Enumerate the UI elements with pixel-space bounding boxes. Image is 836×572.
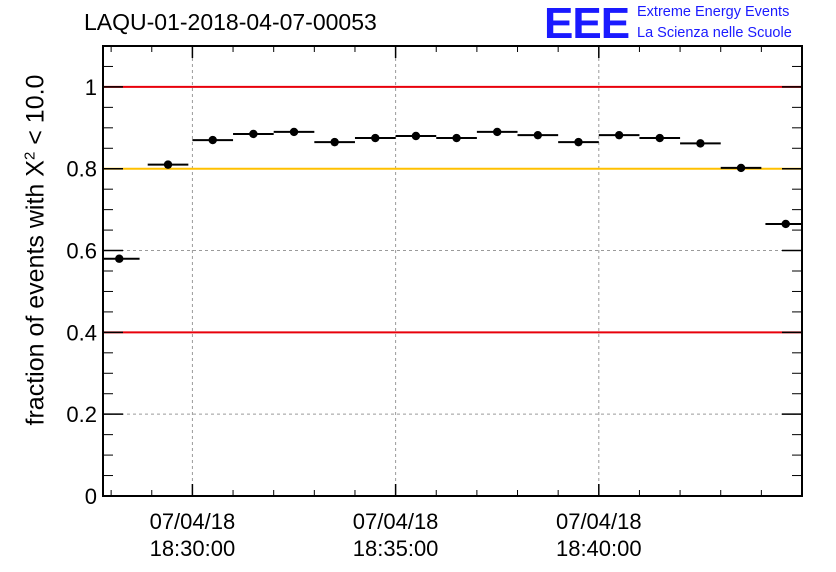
y-tick-label: 0.8 — [66, 157, 97, 182]
data-point — [655, 133, 664, 143]
axis-ticks: 0 0.2 0.4 0.6 0.8 1 — [66, 46, 802, 509]
data-point — [115, 254, 124, 263]
data-point — [371, 133, 380, 143]
x-tick-label: 07/04/18 18:30:00 — [149, 509, 236, 561]
data-point — [533, 130, 543, 140]
data-point — [249, 129, 258, 139]
reference-lines — [103, 85, 802, 334]
y-axis-label-prefix: fraction of events with — [21, 176, 50, 426]
data-point — [163, 160, 173, 169]
data-point — [696, 139, 705, 148]
eee-logo-line-2: La Scienza nelle Scuole — [637, 25, 792, 41]
chi-symbol: X — [21, 160, 50, 177]
data-series — [103, 127, 802, 263]
data-point — [781, 219, 790, 229]
grid-lines — [103, 46, 802, 496]
chart-title: LAQU-01-2018-04-07-00053 — [84, 9, 377, 35]
plot-frame — [102, 45, 803, 497]
data-point — [289, 127, 299, 137]
eee-logo-line-1: Extreme Energy Events — [637, 4, 790, 20]
y-tick-label: 0.6 — [66, 239, 97, 264]
data-point — [330, 137, 339, 147]
data-point — [493, 127, 502, 137]
data-point — [411, 131, 421, 141]
y-axis-label: fraction of events with X2 < 10.0 — [21, 75, 50, 426]
x-tick-label: 07/04/18 18:35:00 — [352, 509, 439, 561]
y-axis-label-exponent: 2 — [21, 151, 39, 161]
y-tick-label: 0.4 — [66, 320, 97, 345]
eee-logo: EEE — [544, 0, 630, 48]
data-point — [208, 135, 217, 145]
y-tick-label: 0.2 — [66, 402, 97, 427]
x-tick-label: 07/04/18 18:40:00 — [555, 509, 642, 561]
y-tick-label: 1 — [85, 75, 97, 100]
data-point — [736, 163, 746, 173]
data-point — [574, 137, 583, 147]
data-point — [452, 133, 461, 143]
y-tick-label: 0 — [85, 484, 97, 509]
data-point — [614, 130, 624, 140]
y-axis-label-suffix: < 10.0 — [21, 74, 50, 152]
